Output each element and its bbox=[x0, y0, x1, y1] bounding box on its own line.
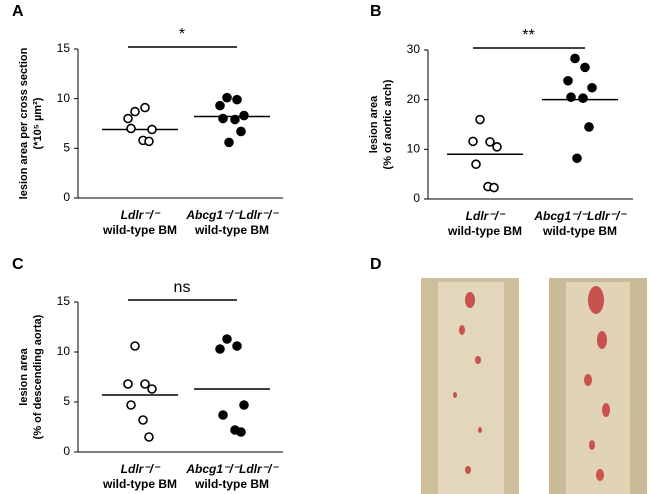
data-point bbox=[584, 122, 594, 132]
panel-label: C bbox=[12, 256, 24, 273]
data-point bbox=[140, 102, 150, 113]
y-tick-label: 0 bbox=[63, 190, 70, 204]
significance-label: ns bbox=[174, 279, 191, 296]
y-axis-label: (% of descending aorta) bbox=[32, 314, 44, 439]
data-point bbox=[123, 379, 133, 389]
y-axis-label: lesion area per cross section bbox=[18, 47, 30, 199]
data-point bbox=[222, 334, 232, 344]
y-axis-label: lesion area bbox=[368, 95, 380, 153]
y-tick-label: 30 bbox=[407, 42, 421, 56]
data-point bbox=[140, 379, 150, 389]
y-tick-label: 0 bbox=[63, 444, 70, 458]
category-label: Abcg1⁻/⁻Ldlr⁻/⁻ bbox=[185, 462, 279, 476]
data-point bbox=[130, 341, 140, 351]
data-point bbox=[578, 93, 588, 103]
data-point bbox=[572, 153, 582, 164]
y-tick-label: 5 bbox=[63, 141, 70, 155]
y-tick-label: 10 bbox=[57, 91, 71, 105]
y-tick-label: 10 bbox=[407, 142, 421, 156]
data-point bbox=[130, 106, 140, 117]
data-point bbox=[126, 123, 136, 134]
data-point bbox=[580, 62, 590, 73]
category-sublabel: wild-type BM bbox=[194, 223, 269, 237]
data-point bbox=[485, 137, 495, 147]
aorta-tissue bbox=[566, 282, 630, 494]
category-sublabel: wild-type BM bbox=[102, 223, 177, 237]
data-point bbox=[236, 126, 246, 137]
data-point bbox=[489, 182, 499, 193]
data-point bbox=[475, 114, 485, 125]
y-tick-label: 15 bbox=[57, 41, 71, 55]
data-point bbox=[222, 92, 232, 103]
data-point bbox=[126, 400, 136, 410]
data-point bbox=[123, 113, 133, 124]
data-point bbox=[239, 400, 249, 410]
y-tick-label: 20 bbox=[407, 92, 421, 106]
y-tick-label: 0 bbox=[413, 191, 420, 205]
y-axis-label: (*10⁵ µm²) bbox=[32, 97, 44, 149]
data-point bbox=[570, 53, 580, 64]
data-point bbox=[563, 75, 573, 86]
y-tick-label: 5 bbox=[63, 394, 70, 408]
data-point bbox=[232, 341, 242, 351]
significance-label: * bbox=[179, 26, 185, 43]
data-point bbox=[147, 384, 157, 394]
data-point bbox=[144, 136, 154, 147]
data-point bbox=[215, 344, 225, 354]
y-tick-label: 15 bbox=[57, 294, 71, 308]
panel-label: D bbox=[370, 256, 382, 273]
significance-label: ** bbox=[522, 27, 534, 44]
category-label: Abcg1⁻/⁻Ldlr⁻/⁻ bbox=[185, 208, 279, 222]
panel-label: B bbox=[370, 3, 382, 20]
category-sublabel: wild-type BM bbox=[102, 477, 177, 491]
category-sublabel: wild-type BM bbox=[447, 224, 522, 238]
data-point bbox=[468, 136, 478, 147]
data-point bbox=[492, 142, 502, 152]
data-point bbox=[566, 92, 576, 102]
data-point bbox=[587, 82, 597, 93]
y-tick-label: 10 bbox=[57, 344, 71, 358]
data-point bbox=[232, 94, 242, 105]
y-axis-label: (% of aortic arch) bbox=[382, 79, 394, 169]
data-point bbox=[236, 427, 246, 437]
data-point bbox=[218, 113, 228, 124]
category-sublabel: wild-type BM bbox=[542, 224, 617, 238]
category-label: Abcg1⁻/⁻Ldlr⁻/⁻ bbox=[533, 209, 627, 223]
y-axis-label: lesion area bbox=[18, 347, 30, 405]
photo bbox=[421, 278, 647, 494]
data-point bbox=[138, 415, 148, 425]
data-point bbox=[239, 110, 249, 121]
data-point bbox=[144, 432, 154, 442]
data-point bbox=[224, 137, 234, 148]
data-point bbox=[218, 410, 228, 420]
category-sublabel: wild-type BM bbox=[194, 477, 269, 491]
data-point bbox=[230, 114, 240, 125]
panel-label: A bbox=[12, 3, 24, 20]
data-point bbox=[147, 124, 157, 135]
data-point bbox=[215, 100, 225, 111]
category-label: Ldlr⁻/⁻ bbox=[121, 208, 161, 222]
aorta-tissue bbox=[438, 282, 504, 494]
lesion-spots bbox=[453, 286, 610, 481]
data-point bbox=[471, 159, 481, 170]
category-label: Ldlr⁻/⁻ bbox=[121, 462, 161, 476]
category-label: Ldlr⁻/⁻ bbox=[466, 209, 506, 223]
